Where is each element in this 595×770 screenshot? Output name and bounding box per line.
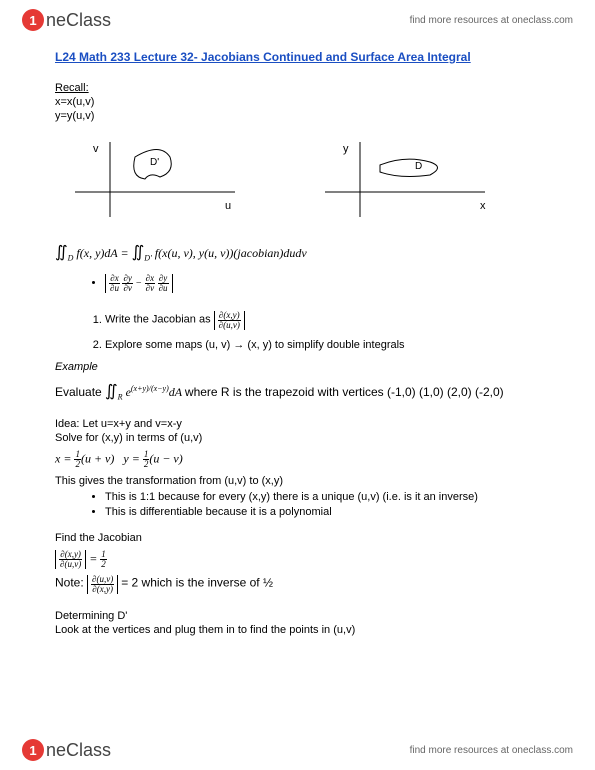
recall-line-2: y=y(u,v)	[55, 110, 540, 122]
brand-logo-footer[interactable]: 1 neClass	[22, 739, 111, 761]
idea-bullet-1: This is 1:1 because for every (x,y) ther…	[105, 491, 540, 503]
jacobian-det-item: ∂x∂u ∂y∂v − ∂x∂v ∂y∂u	[105, 268, 540, 299]
xy-plane-diagram: y x D	[315, 137, 495, 227]
jacobian-note: Note: ∂(u,v)∂(x,y) = 2 which is the inve…	[55, 575, 540, 594]
determining-d-line-1: Look at the vertices and plug them in to…	[55, 624, 540, 636]
example-label: Example	[55, 361, 540, 373]
steps-list: Write the Jacobian as ∂(x,y)∂(u,v) Explo…	[55, 305, 540, 351]
idea-line-4: This gives the transformation from (u,v)…	[55, 475, 540, 487]
y-axis-label: y	[343, 143, 349, 155]
u-axis-label: u	[225, 200, 231, 212]
document-content: L24 Math 233 Lecture 32- Jacobians Conti…	[0, 40, 595, 636]
page-title: L24 Math 233 Lecture 32- Jacobians Conti…	[55, 50, 540, 64]
logo-circle-icon-footer: 1	[22, 739, 44, 761]
header-resources-link[interactable]: find more resources at oneclass.com	[410, 15, 573, 26]
idea-bullets: This is 1:1 because for every (x,y) ther…	[55, 491, 540, 518]
logo-circle-icon: 1	[22, 9, 44, 31]
idea-line-1: Idea: Let u=x+y and v=x-y	[55, 418, 540, 430]
jacobian-value: ∂(x,y)∂(u,v) = 12	[55, 550, 540, 570]
x-axis-label: x	[480, 200, 486, 212]
brand-logo[interactable]: 1 neClass	[22, 9, 111, 31]
v-axis-label: v	[93, 143, 99, 155]
step-1: Write the Jacobian as ∂(x,y)∂(u,v)	[105, 305, 540, 336]
recall-line-1: x=x(u,v)	[55, 96, 540, 108]
step-2: Explore some maps (u, v) → (x, y) to sim…	[105, 339, 540, 351]
find-jacobian-label: Find the Jacobian	[55, 532, 540, 544]
footer-resources-link[interactable]: find more resources at oneclass.com	[410, 745, 573, 756]
page-footer: 1 neClass find more resources at oneclas…	[0, 730, 595, 770]
example-evaluate: Evaluate ∬R e(x+y)/(x−y)dA where R is th…	[55, 381, 540, 401]
brand-name-footer: neClass	[46, 740, 111, 761]
idea-bullet-2: This is differentiable because it is a p…	[105, 506, 540, 518]
d-prime-region-label: D'	[150, 157, 159, 168]
page-header: 1 neClass find more resources at oneclas…	[0, 0, 595, 40]
recall-label: Recall:	[55, 82, 540, 94]
jacobian-det-list: ∂x∂u ∂y∂v − ∂x∂v ∂y∂u	[55, 268, 540, 299]
uv-plane-diagram: v u D'	[65, 137, 245, 227]
main-integral-formula: ∬D f(x, y)dA = ∬D' f(x(u, v), y(u, v))(j…	[55, 242, 540, 262]
idea-line-3: x = 12(u + v) y = 12(u − v)	[55, 450, 540, 469]
diagram-row: v u D' y x D	[65, 137, 540, 227]
brand-name: neClass	[46, 10, 111, 31]
idea-line-2: Solve for (x,y) in terms of (u,v)	[55, 432, 540, 444]
determining-d-label: Determining D'	[55, 610, 540, 622]
d-region-label: D	[415, 161, 422, 172]
